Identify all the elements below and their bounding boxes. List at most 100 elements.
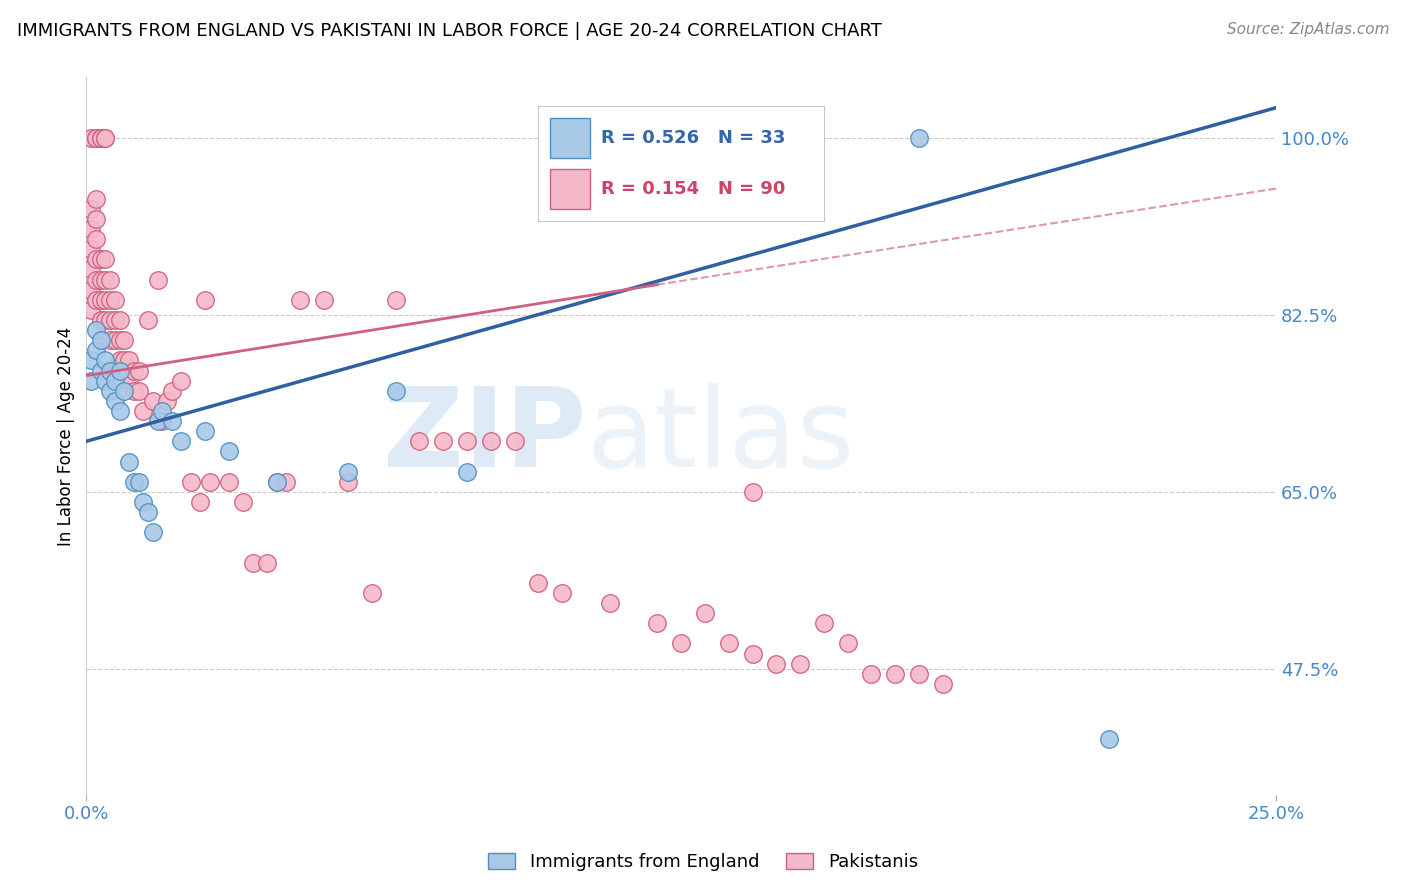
Point <box>94 374 117 388</box>
Point <box>314 293 336 307</box>
Point <box>503 434 526 449</box>
Point <box>90 131 112 145</box>
Point <box>98 363 121 377</box>
Point <box>104 313 127 327</box>
Point <box>112 353 135 368</box>
Y-axis label: In Labor Force | Age 20-24: In Labor Force | Age 20-24 <box>58 326 75 546</box>
Point <box>122 384 145 398</box>
Point <box>198 475 221 489</box>
Point <box>146 414 169 428</box>
Point <box>98 384 121 398</box>
Point <box>218 444 240 458</box>
Point <box>112 384 135 398</box>
Point <box>122 363 145 377</box>
Point <box>128 475 150 489</box>
Point <box>80 202 103 216</box>
Point <box>932 677 955 691</box>
Point <box>170 374 193 388</box>
Point <box>290 293 312 307</box>
Point <box>84 252 107 267</box>
Point <box>118 353 141 368</box>
Point <box>84 131 107 145</box>
Point <box>80 131 103 145</box>
Point <box>276 475 298 489</box>
Point <box>479 434 502 449</box>
Text: IMMIGRANTS FROM ENGLAND VS PAKISTANI IN LABOR FORCE | AGE 20-24 CORRELATION CHAR: IMMIGRANTS FROM ENGLAND VS PAKISTANI IN … <box>17 22 882 40</box>
Point <box>146 272 169 286</box>
Point <box>152 404 174 418</box>
Point <box>693 606 716 620</box>
Point <box>84 211 107 226</box>
Point <box>80 353 103 368</box>
Point <box>136 505 159 519</box>
Point <box>80 374 103 388</box>
Point <box>813 616 835 631</box>
Point <box>122 475 145 489</box>
Point <box>180 475 202 489</box>
Point <box>128 384 150 398</box>
Point <box>84 293 107 307</box>
Point <box>1098 732 1121 747</box>
Point <box>108 313 131 327</box>
Text: Source: ZipAtlas.com: Source: ZipAtlas.com <box>1226 22 1389 37</box>
Point <box>384 384 406 398</box>
Point <box>384 293 406 307</box>
Point <box>108 363 131 377</box>
Point <box>112 333 135 347</box>
Point <box>741 484 763 499</box>
Point <box>337 475 360 489</box>
Point <box>80 222 103 236</box>
Point <box>118 454 141 468</box>
Point <box>128 363 150 377</box>
Point <box>98 333 121 347</box>
Point <box>194 293 217 307</box>
Point <box>94 313 117 327</box>
Point <box>104 293 127 307</box>
Point <box>84 343 107 358</box>
Point <box>218 475 240 489</box>
Point <box>360 586 382 600</box>
Point <box>190 495 212 509</box>
Point <box>94 272 117 286</box>
Point <box>837 636 859 650</box>
Point <box>789 657 811 671</box>
Point <box>94 252 117 267</box>
Point <box>170 434 193 449</box>
Point <box>765 657 787 671</box>
Point <box>90 333 112 347</box>
Point <box>80 283 103 297</box>
Point <box>84 131 107 145</box>
Point <box>669 636 692 650</box>
Point <box>90 272 112 286</box>
Point <box>104 374 127 388</box>
Point <box>94 293 117 307</box>
Point <box>84 323 107 337</box>
Point <box>80 302 103 317</box>
Point <box>84 192 107 206</box>
Point <box>94 353 117 368</box>
Point <box>884 666 907 681</box>
Legend: Immigrants from England, Pakistanis: Immigrants from England, Pakistanis <box>481 846 925 879</box>
Point <box>90 313 112 327</box>
Point <box>266 475 288 489</box>
Point <box>256 556 278 570</box>
Point <box>90 131 112 145</box>
Point <box>98 313 121 327</box>
Point <box>456 434 478 449</box>
Text: ZIP: ZIP <box>382 383 586 490</box>
Point <box>84 272 107 286</box>
Point <box>337 465 360 479</box>
Point <box>94 131 117 145</box>
Point <box>142 525 165 540</box>
Point <box>104 333 127 347</box>
Point <box>80 242 103 256</box>
Point <box>527 575 550 590</box>
Point <box>90 293 112 307</box>
Point <box>408 434 430 449</box>
Point <box>647 616 669 631</box>
Point <box>551 586 574 600</box>
Point <box>90 252 112 267</box>
Point <box>160 414 183 428</box>
Point <box>156 393 179 408</box>
Point <box>108 333 131 347</box>
